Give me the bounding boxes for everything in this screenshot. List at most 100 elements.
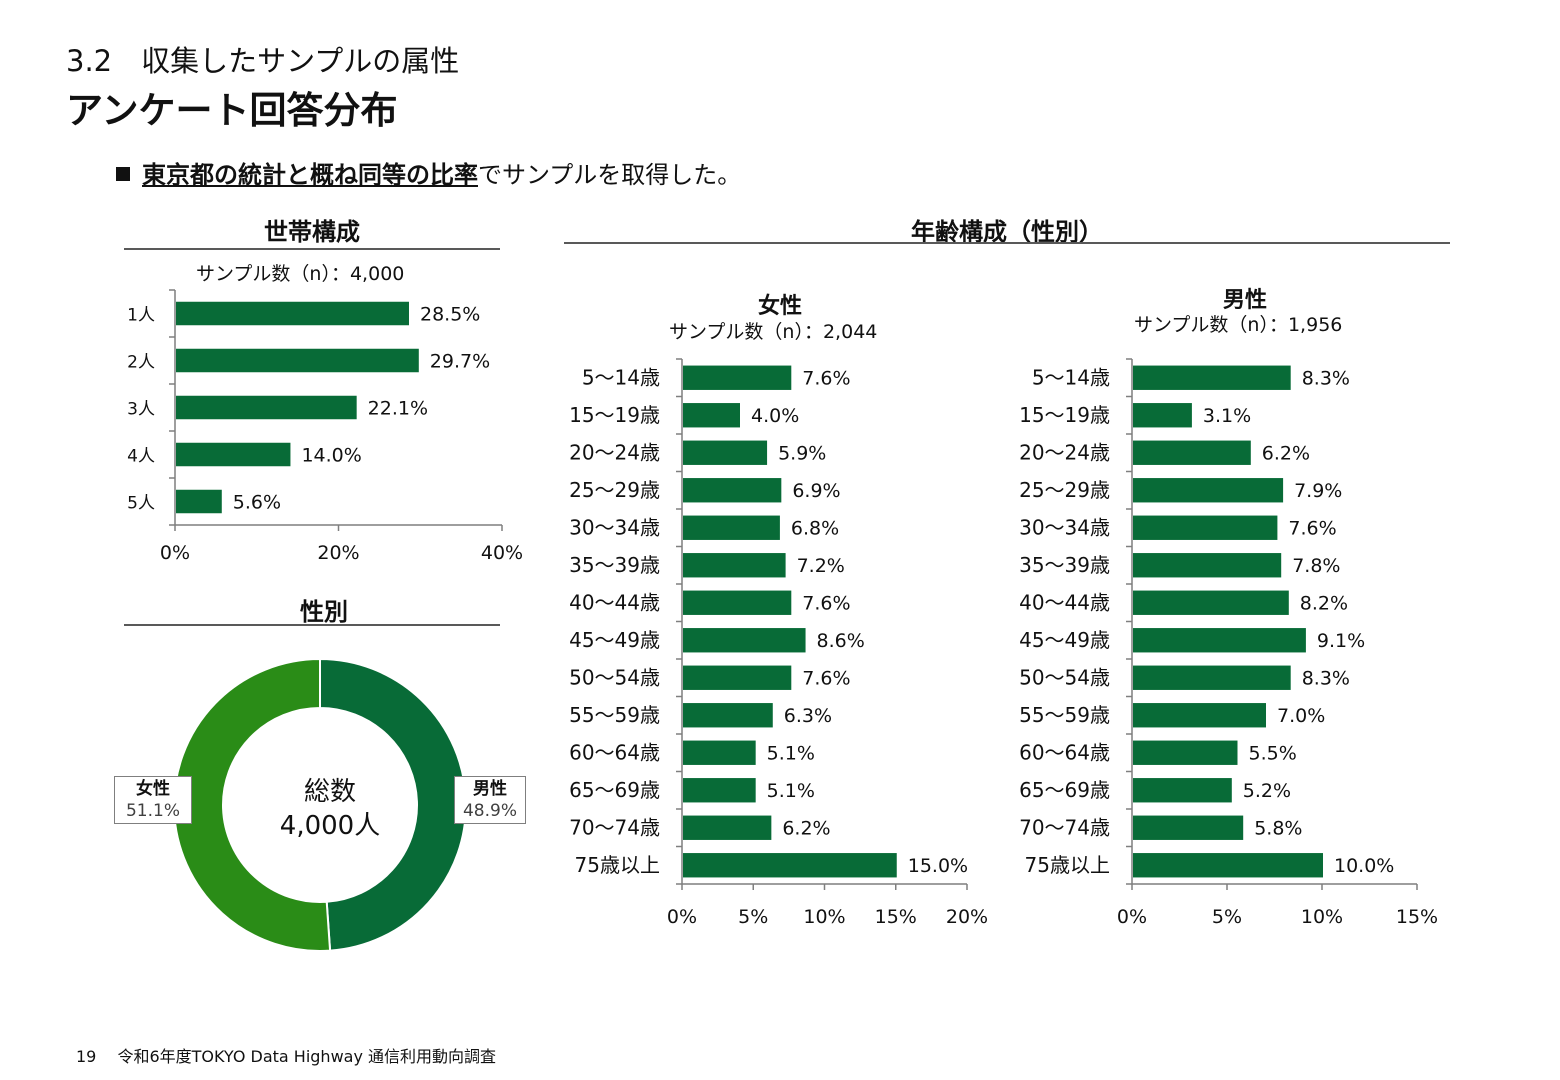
female-age-value-label: 6.2%: [782, 818, 830, 840]
female-age-value-label: 6.9%: [792, 480, 840, 502]
male-age-category-label: 45～49歳: [1019, 628, 1110, 652]
household-category-label: 5人: [127, 493, 155, 513]
female-age-category-label: 45～49歳: [569, 628, 660, 652]
female-age-bar: [683, 553, 786, 578]
male-age-category-label: 70～74歳: [1019, 816, 1110, 840]
male-age-category-label: 40～44歳: [1019, 591, 1110, 615]
female-age-value-label: 4.0%: [751, 405, 799, 427]
male-age-bar: [1133, 553, 1282, 578]
household-bar: [176, 395, 357, 420]
household-value-label: 28.5%: [420, 303, 480, 325]
section-title: 3.2 収集したサンプルの属性: [66, 44, 460, 78]
male-age-bar: [1133, 778, 1232, 803]
male-age-chart: 0% 5% 10% 15% 8.3% 5～14歳 3.1% 15～19歳 6.2% 20～24歳 7…: [1019, 358, 1438, 928]
male-age-bar: [1133, 403, 1192, 428]
household-bar: [176, 442, 291, 467]
female-age-value-label: 5.9%: [778, 443, 826, 465]
document-title: 令和6年度TOKYO Data Highway 通信利用動向調査: [117, 1047, 497, 1066]
female-age-bar: [683, 365, 792, 390]
male-age-category-label: 15～19歳: [1019, 403, 1110, 427]
female-age-category-label: 30～34歳: [569, 516, 660, 540]
female-callout-label: 女性: [136, 779, 170, 799]
donut-slice-female: [172, 657, 332, 952]
household-value-label: 14.0%: [301, 444, 361, 466]
female-age-bar: [683, 440, 768, 465]
female-age-category-label: 55～59歳: [569, 703, 660, 727]
male-chart-title: 男性: [1222, 288, 1267, 313]
female-age-x-tick-label: 15%: [875, 906, 917, 928]
male-age-category-label: 30～34歳: [1019, 516, 1110, 540]
household-category-label: 4人: [127, 446, 155, 466]
male-age-value-label: 7.8%: [1292, 555, 1340, 577]
male-age-value-label: 6.2%: [1262, 443, 1310, 465]
male-age-category-label: 25～29歳: [1019, 478, 1110, 502]
household-chart: 0% 20% 40% 28.5% 1人 29.7% 2人 22.1% 3人 14.0% 4人 5.6%…: [127, 289, 523, 564]
male-sample-size: サンプル数（n）：1,956: [1134, 314, 1343, 336]
male-age-category-label: 35～39歳: [1019, 553, 1110, 577]
female-age-category-label: 15～19歳: [569, 403, 660, 427]
male-callout-value: 48.9%: [462, 801, 517, 821]
donut-slice-male: [319, 657, 467, 952]
female-age-x-tick-label: 0%: [667, 906, 697, 928]
female-age-bar: [683, 590, 792, 615]
page-number: 19: [76, 1047, 97, 1066]
male-age-value-label: 5.5%: [1249, 743, 1297, 765]
male-age-value-label: 8.3%: [1302, 668, 1350, 690]
male-age-bar: [1133, 515, 1278, 540]
female-age-value-label: 5.1%: [767, 780, 815, 802]
male-age-bar: [1133, 628, 1306, 653]
donut-center-label: 総数: [303, 777, 356, 807]
female-callout: 女性 51.1%: [114, 776, 192, 824]
male-age-bar: [1133, 853, 1323, 878]
male-age-bar: [1133, 703, 1266, 728]
male-age-value-label: 5.2%: [1243, 780, 1291, 802]
female-age-bar: [683, 628, 806, 653]
female-age-category-label: 20～24歳: [569, 441, 660, 465]
male-age-category-label: 20～24歳: [1019, 441, 1110, 465]
page-title: アンケート回答分布: [66, 89, 398, 132]
female-age-category-label: 50～54歳: [569, 666, 660, 690]
male-age-bar: [1133, 365, 1291, 390]
female-age-bar: [683, 403, 740, 428]
male-age-bar: [1133, 590, 1289, 615]
male-age-value-label: 7.9%: [1294, 480, 1342, 502]
male-age-category-label: 55～59歳: [1019, 703, 1110, 727]
household-value-label: 22.1%: [368, 397, 428, 419]
female-age-category-label: 75歳以上: [575, 853, 660, 877]
female-age-value-label: 7.6%: [802, 593, 850, 615]
household-x-tick-label: 40%: [481, 542, 523, 564]
donut-center-value: 4,000人: [279, 811, 381, 841]
household-category-label: 2人: [127, 352, 155, 372]
gender-divider: [124, 624, 500, 626]
household-x-tick-label: 0%: [160, 542, 190, 564]
female-age-bar: [683, 703, 773, 728]
male-age-category-label: 50～54歳: [1019, 666, 1110, 690]
female-age-x-tick-label: 10%: [803, 906, 845, 928]
household-category-label: 1人: [127, 305, 155, 325]
female-age-chart: 0% 5% 10% 15% 20% 7.6% 5～14歳 4.0% 15～19歳 5.9% 20～2…: [569, 358, 988, 928]
summary-text: でサンプルを取得した。: [478, 161, 742, 189]
male-age-bar: [1133, 665, 1291, 690]
household-sample-size: サンプル数（n）：4,000: [196, 263, 405, 285]
household-bar: [176, 301, 409, 326]
male-age-value-label: 8.3%: [1302, 368, 1350, 390]
summary-emphasis: 東京都の統計と概ね同等の比率: [142, 161, 478, 189]
bullet-square-icon: [116, 167, 130, 181]
male-age-category-label: 65～69歳: [1019, 778, 1110, 802]
gender-donut-chart: [172, 657, 467, 952]
male-age-category-label: 60～64歳: [1019, 741, 1110, 765]
household-bar: [176, 489, 222, 514]
female-age-bar: [683, 515, 780, 540]
household-category-label: 3人: [127, 399, 155, 419]
male-age-bar: [1133, 815, 1244, 840]
male-age-category-label: 5～14歳: [1032, 366, 1110, 390]
household-x-tick-label: 20%: [317, 542, 359, 564]
female-age-x-tick-label: 20%: [946, 906, 988, 928]
female-sample-size: サンプル数（n）：2,044: [669, 321, 878, 343]
female-age-category-label: 40～44歳: [569, 591, 660, 615]
male-age-bar: [1133, 740, 1238, 765]
male-age-value-label: 8.2%: [1300, 593, 1348, 615]
male-age-x-tick-label: 0%: [1117, 906, 1147, 928]
male-age-bar: [1133, 440, 1251, 465]
male-age-value-label: 5.8%: [1254, 818, 1302, 840]
